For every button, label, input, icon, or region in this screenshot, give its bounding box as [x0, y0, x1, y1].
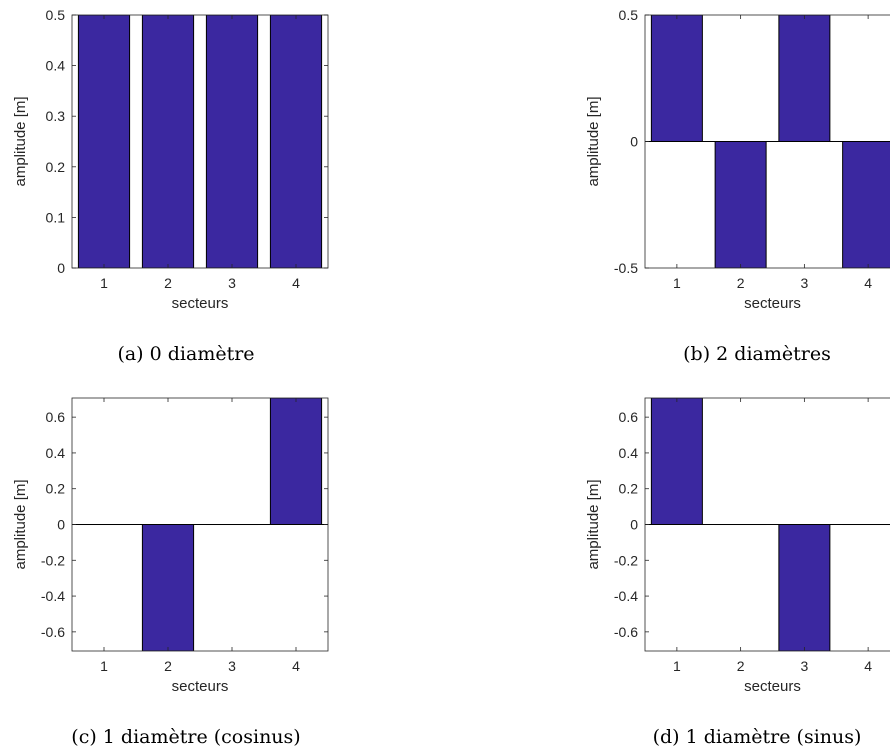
bar-3 [205, 15, 259, 268]
y-tick-label: 0 [57, 260, 65, 276]
x-tick-label: 3 [228, 658, 236, 674]
y-tick-label: 0.2 [46, 159, 66, 175]
y-tick-label: -0.6 [41, 624, 65, 640]
y-tick-label: 0.2 [619, 481, 639, 497]
bar-4 [269, 15, 323, 268]
y-tick-label: -0.4 [41, 588, 65, 604]
bar-1 [650, 398, 703, 525]
axes-box [71, 14, 329, 269]
y-tick-label: 0.3 [46, 108, 66, 124]
chart-panel-4: -0.6 -0.4 -0.2 0 0.2 0.4 0.6 1 2 3 4 secteurs amplit… [585, 397, 890, 748]
subfigure-caption: (d) 1 diamètre (sinus) [653, 726, 862, 748]
x-tick-label: 4 [292, 275, 300, 291]
x-tick-label: 4 [292, 658, 300, 674]
y-tick-label: 0.4 [46, 58, 66, 74]
y-tick-label: 0.6 [619, 409, 639, 425]
y-tick-label: -0.5 [614, 260, 638, 276]
bars [650, 15, 890, 268]
x-axis-label: secteurs [172, 295, 229, 312]
bar-2 [714, 141, 767, 268]
x-tick-label: 1 [673, 658, 681, 674]
bar-4 [842, 141, 890, 268]
chart-panel-2: -0.5 0 0.5 1 2 3 4 secteurs amplitude [m] (b) 2 d… [585, 7, 890, 365]
chart-panel-1: 0 0.1 0.2 0.3 0.4 0.5 1 2 3 4 secteurs amplitude [m… [12, 7, 329, 365]
x-axis-label: secteurs [744, 678, 801, 695]
x-tick-label: 3 [800, 275, 808, 291]
y-tick-label: 0.5 [619, 7, 639, 23]
subfigure-caption: (a) 0 diamètre [117, 343, 254, 365]
x-tick-label: 3 [228, 275, 236, 291]
y-tick-label: -0.2 [614, 552, 638, 568]
bar-1 [77, 15, 131, 268]
y-tick-label: 0 [57, 517, 65, 533]
y-tick-label: 0.6 [46, 409, 66, 425]
x-tick-label: 4 [864, 275, 872, 291]
y-tick-label: -0.2 [41, 552, 65, 568]
x-tick-label: 4 [864, 658, 872, 674]
y-tick-label: 0.2 [46, 481, 66, 497]
y-tick-label: 0 [630, 517, 638, 533]
x-tick-label: 1 [100, 658, 108, 674]
bar-2 [141, 15, 195, 268]
bar-4 [269, 398, 323, 525]
x-tick-label: 1 [100, 275, 108, 291]
y-axis-label: amplitude [m] [585, 479, 602, 569]
x-tick-label: 2 [737, 275, 745, 291]
y-tick-label: 0.5 [46, 7, 66, 23]
subfigure-caption: (b) 2 diamètres [683, 343, 831, 365]
x-tick-label: 2 [164, 275, 172, 291]
y-axis-label: amplitude [m] [12, 96, 29, 186]
bar-3 [778, 524, 831, 651]
y-tick-label: 0.4 [619, 445, 639, 461]
x-tick-label: 2 [737, 658, 745, 674]
subfigure-caption: (c) 1 diamètre (cosinus) [71, 726, 300, 748]
y-tick-label: -0.6 [614, 624, 638, 640]
x-axis-label: secteurs [172, 678, 229, 695]
bar-2 [141, 524, 195, 651]
bars [77, 15, 323, 268]
x-tick-label: 3 [800, 658, 808, 674]
bar-3 [778, 15, 831, 142]
x-axis-label: secteurs [744, 295, 801, 312]
y-axis-label: amplitude [m] [12, 479, 29, 569]
y-tick-label: 0.4 [46, 445, 66, 461]
x-tick-label: 1 [673, 275, 681, 291]
chart-panel-3: -0.6 -0.4 -0.2 0 0.2 0.4 0.6 1 2 3 4 secteurs amplit… [12, 397, 329, 748]
y-tick-label: -0.4 [614, 588, 638, 604]
y-tick-label: 0 [630, 134, 638, 150]
x-tick-label: 2 [164, 658, 172, 674]
y-axis-label: amplitude [m] [585, 96, 602, 186]
y-tick-label: 0.1 [46, 209, 66, 225]
bar-1 [650, 15, 703, 142]
